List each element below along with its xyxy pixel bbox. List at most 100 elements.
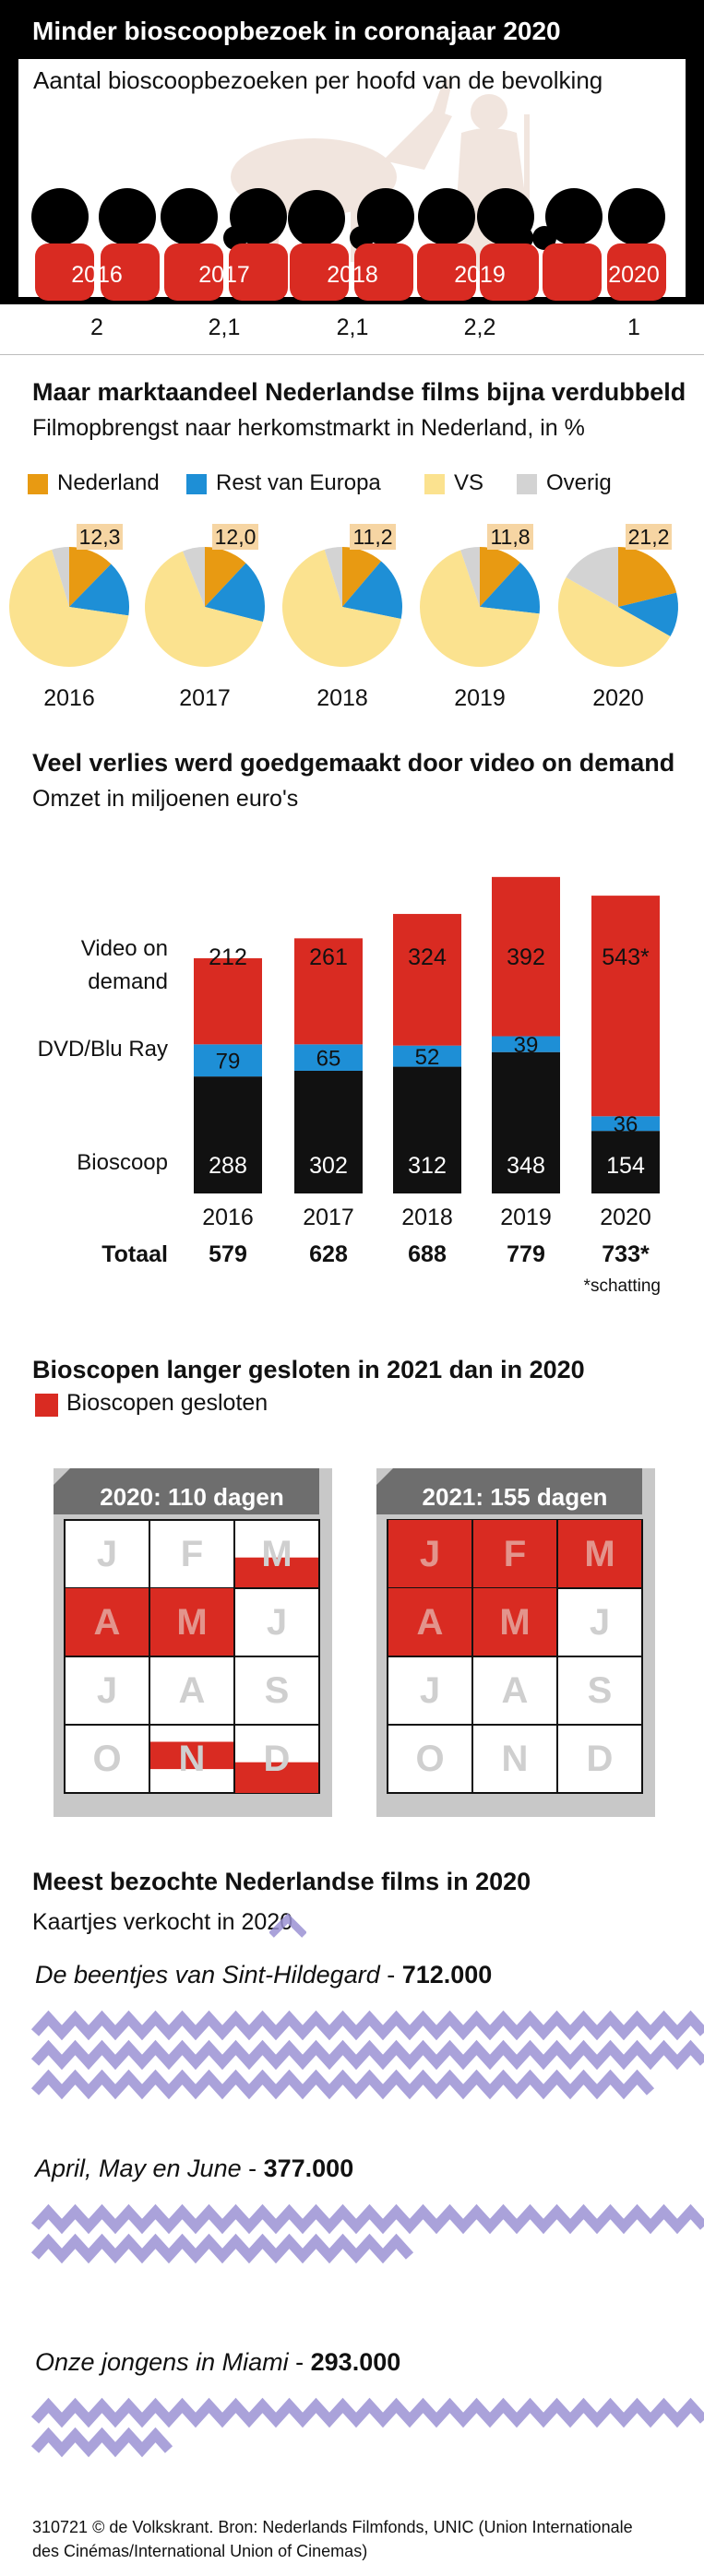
pie-value-label: 21,2 xyxy=(628,525,670,549)
head-silhouette xyxy=(31,188,89,245)
month-cell xyxy=(149,1519,235,1589)
film-value: 377.000 xyxy=(264,2155,354,2182)
month-cell xyxy=(64,1656,150,1726)
ticket-chevron-row xyxy=(30,2427,173,2458)
closure-title: Bioscopen langer gesloten in 2021 dan in… xyxy=(32,1356,585,1383)
value-vod: 261 xyxy=(309,944,348,970)
month-letter: S xyxy=(265,1670,290,1711)
audience-value: 1 xyxy=(627,315,640,340)
seat xyxy=(480,243,539,301)
month-letter: A xyxy=(179,1670,206,1711)
bar-vod xyxy=(393,913,461,1046)
pie-label-box xyxy=(350,524,396,550)
bar-vod xyxy=(591,896,660,1117)
pie-slice xyxy=(52,547,69,607)
ticket-chevron-row xyxy=(30,2010,704,2041)
total-value: 579 xyxy=(209,1241,247,1267)
month-letter: J xyxy=(97,1534,117,1574)
pie-slice xyxy=(205,547,246,607)
month-letter: J xyxy=(420,1670,440,1711)
legend-swatch xyxy=(424,474,445,494)
footer-line-2: des Cinémas/International Union of Cinem… xyxy=(32,2542,368,2560)
pie-value-label: 12,0 xyxy=(215,525,257,549)
month-letter: O xyxy=(415,1739,444,1779)
pie-2017: 12,0 2017 xyxy=(144,524,266,710)
pie-label-box xyxy=(626,524,672,550)
seat xyxy=(354,243,413,301)
month-letter: O xyxy=(92,1739,121,1779)
audience-chart: 2016 2017 2018 2019 2020 xyxy=(31,188,666,301)
pie-value-label: 12,3 xyxy=(79,525,121,549)
total-value: 779 xyxy=(507,1241,545,1267)
month-letter-tint: M xyxy=(584,1534,615,1574)
pie-2016: 12,3 2016 xyxy=(9,524,129,710)
bar-bioscoop xyxy=(194,1076,262,1193)
closed-fill xyxy=(388,1588,471,1656)
month-letter: J xyxy=(267,1602,287,1643)
cinema-subtitle: Aantal bioscoopbezoeken per hoofd van de… xyxy=(33,66,603,94)
film-value: 293.000 xyxy=(311,2348,401,2376)
pie-slice xyxy=(566,547,618,607)
seat xyxy=(290,243,349,301)
child-head-silhouette xyxy=(532,226,556,250)
closed-fill xyxy=(235,1762,318,1793)
films-chart: De beentjes van Sint-Hildegard - 712.000… xyxy=(30,1961,704,2458)
head-silhouette xyxy=(288,190,345,247)
year-label: 2016 xyxy=(71,262,123,288)
legend-swatch xyxy=(517,474,537,494)
film-value: 712.000 xyxy=(402,1961,493,1988)
value-vod: 392 xyxy=(507,944,545,970)
pie-slice xyxy=(419,550,540,667)
ticket-chevron-row xyxy=(30,2039,704,2071)
seat xyxy=(417,243,476,301)
pie-slice xyxy=(69,547,112,607)
pie-slice xyxy=(342,561,402,619)
pie-slice xyxy=(69,564,129,616)
month-letter: F xyxy=(181,1534,203,1574)
value-dvd: 79 xyxy=(216,1050,241,1074)
month-letter-tint: N xyxy=(179,1739,206,1779)
legend-label: Rest van Europa xyxy=(216,470,381,495)
month-letter: D xyxy=(587,1739,614,1779)
value-vod: 543* xyxy=(602,944,650,970)
closed-fill xyxy=(558,1520,641,1588)
film-title: Onze jongens in Miami xyxy=(35,2348,290,2376)
month-cell xyxy=(387,1724,473,1794)
month-letter-tint: F xyxy=(504,1534,526,1574)
bar-dvd xyxy=(294,1044,363,1071)
pie-slice xyxy=(480,563,540,614)
value-dvd: 52 xyxy=(415,1045,440,1070)
value-bioscoop: 288 xyxy=(209,1153,247,1179)
row-label-vod: demand xyxy=(88,969,168,994)
film-separator: - xyxy=(242,2155,264,2182)
legend-swatch xyxy=(186,474,207,494)
month-cell xyxy=(471,1724,558,1794)
year-label: 2020 xyxy=(608,262,660,288)
marketshare-subtitle: Filmopbrengst naar herkomstmarkt in Nede… xyxy=(32,415,585,441)
pie-slice xyxy=(9,549,129,667)
audience-value: 2,1 xyxy=(209,315,241,340)
bar-bioscoop xyxy=(492,1051,560,1193)
year-label: 2019 xyxy=(454,262,506,288)
value-dvd: 39 xyxy=(514,1033,539,1058)
film-separator: - xyxy=(380,1961,402,1988)
pie-value-label: 11,8 xyxy=(490,525,530,549)
seat xyxy=(35,243,94,301)
cinema-title: Minder bioscoopbezoek in coronajaar 2020 xyxy=(32,17,561,45)
month-letter-tint: A xyxy=(94,1602,121,1643)
pie-value-label: 11,2 xyxy=(352,525,392,549)
pie-slice xyxy=(324,547,342,607)
month-letter-tint: A xyxy=(417,1602,444,1643)
closed-fill xyxy=(66,1588,149,1656)
value-bioscoop: 302 xyxy=(309,1153,348,1179)
month-letter-tint: M xyxy=(176,1602,207,1643)
month-letter: F xyxy=(504,1534,526,1574)
legend-label: Overig xyxy=(546,470,612,495)
month-letter: A xyxy=(417,1602,444,1643)
pie-legend: Nederland Rest van Europa VS Overig xyxy=(28,470,692,502)
year-label: 2017 xyxy=(198,262,250,288)
month-letter: N xyxy=(502,1739,529,1779)
head-silhouette xyxy=(608,188,665,245)
